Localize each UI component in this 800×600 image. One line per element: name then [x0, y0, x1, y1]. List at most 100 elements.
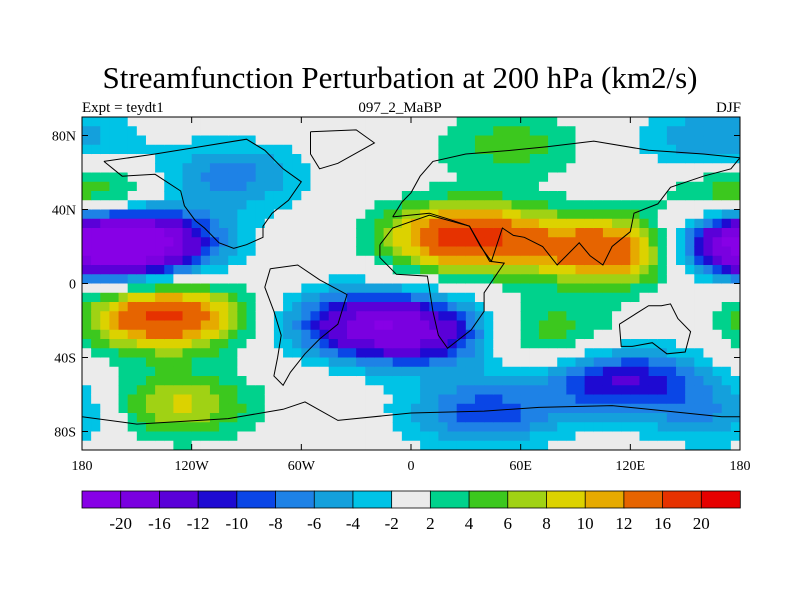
field-cell	[420, 144, 430, 155]
field-cell	[420, 413, 430, 423]
field-cell	[228, 329, 238, 340]
field-cell	[484, 329, 494, 340]
field-cell	[328, 218, 339, 229]
field-cell	[209, 394, 220, 405]
field-cell	[420, 237, 430, 248]
field-cell	[164, 376, 174, 386]
field-cell	[301, 385, 312, 396]
field-cell	[456, 255, 467, 266]
field-cell	[584, 357, 595, 368]
field-cell	[566, 385, 577, 396]
field-cell	[630, 209, 641, 220]
field-cell	[383, 274, 394, 285]
field-cell	[273, 255, 284, 266]
field-cell	[438, 357, 449, 368]
field-cell	[264, 403, 275, 414]
field-cell	[347, 339, 357, 349]
field-cell	[685, 385, 695, 396]
field-cell	[191, 246, 202, 257]
field-cell	[246, 255, 257, 266]
field-cell	[474, 339, 485, 349]
field-cell	[200, 209, 211, 220]
field-cell	[639, 394, 650, 405]
field-cell	[145, 218, 156, 229]
field-cell	[292, 126, 302, 137]
field-cell	[301, 265, 312, 275]
field-cell	[465, 181, 476, 192]
field-cell	[648, 117, 659, 127]
field-cell	[721, 181, 732, 192]
field-cell	[118, 218, 129, 229]
field-cell	[703, 200, 714, 211]
field-cell	[347, 135, 357, 146]
field-cell	[127, 126, 138, 137]
field-cell	[575, 283, 586, 294]
field-cell	[474, 218, 485, 229]
field-cell	[383, 422, 394, 433]
field-cell	[584, 311, 595, 322]
field-cell	[319, 154, 330, 164]
field-cell	[666, 218, 677, 229]
field-cell	[191, 283, 202, 294]
field-cell	[484, 246, 494, 257]
field-cell	[255, 117, 266, 127]
field-cell	[319, 265, 330, 275]
field-cell	[246, 274, 257, 285]
field-cell	[538, 237, 549, 248]
field-cell	[200, 117, 211, 127]
field-cell	[630, 135, 641, 146]
field-cell	[91, 413, 101, 423]
field-cell	[255, 163, 266, 174]
field-cell	[301, 431, 312, 442]
field-cell	[612, 339, 622, 349]
field-cell	[356, 246, 366, 257]
field-cell	[685, 422, 695, 433]
field-cell	[438, 329, 449, 340]
field-cell	[666, 394, 677, 405]
field-cell	[264, 394, 275, 405]
field-cell	[730, 154, 740, 164]
field-cell	[237, 163, 248, 174]
field-cell	[621, 117, 631, 127]
field-cell	[502, 274, 513, 285]
field-cell	[337, 311, 348, 322]
field-cell	[657, 126, 668, 137]
field-cell	[136, 440, 147, 450]
field-cell	[712, 237, 723, 248]
field-cell	[182, 265, 193, 275]
field-cell	[639, 209, 650, 220]
field-cell	[520, 348, 531, 359]
field-cell	[493, 366, 503, 377]
field-cell	[730, 376, 740, 386]
field-cell	[374, 302, 385, 312]
field-cell	[191, 440, 202, 450]
field-cell	[456, 283, 467, 294]
field-cell	[593, 440, 604, 450]
field-cell	[484, 191, 494, 201]
field-cell	[529, 339, 540, 349]
field-cell	[676, 348, 686, 359]
field-cell	[100, 181, 111, 192]
field-cell	[584, 329, 595, 340]
field-cell	[182, 191, 193, 201]
field-cell	[118, 181, 129, 192]
field-cell	[246, 413, 257, 423]
field-cell	[145, 431, 156, 442]
field-cell	[474, 191, 485, 201]
y-tick-label: 80N	[52, 130, 76, 145]
field-cell	[438, 135, 449, 146]
field-cell	[246, 385, 257, 396]
field-cell	[712, 209, 723, 220]
field-cell	[155, 283, 165, 294]
field-cell	[219, 144, 229, 155]
field-cell	[246, 348, 257, 359]
field-cell	[703, 302, 714, 312]
field-cell	[538, 357, 549, 368]
field-cell	[420, 403, 430, 414]
field-cell	[721, 228, 732, 238]
field-cell	[319, 135, 330, 146]
field-cell	[593, 209, 604, 220]
field-cell	[493, 413, 503, 423]
field-cell	[337, 366, 348, 377]
field-cell	[328, 255, 339, 266]
